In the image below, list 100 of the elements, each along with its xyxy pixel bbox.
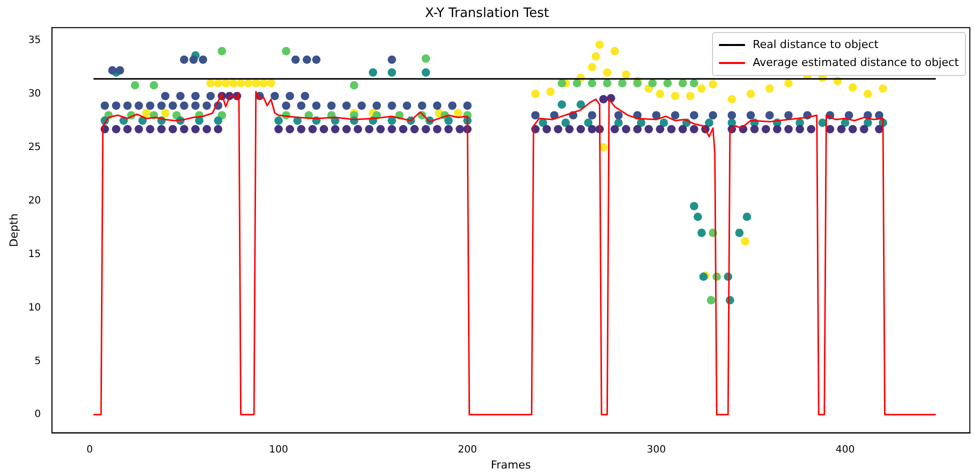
point	[690, 111, 698, 120]
point	[418, 101, 426, 110]
point	[342, 101, 351, 110]
point	[112, 101, 120, 110]
y-tick-label: 30	[28, 88, 41, 100]
point	[878, 84, 888, 93]
point	[282, 46, 290, 56]
point	[214, 78, 222, 88]
point	[572, 78, 582, 88]
point	[123, 101, 132, 110]
point	[690, 202, 698, 210]
point	[558, 100, 566, 109]
point	[444, 116, 453, 125]
point	[116, 66, 124, 75]
point	[100, 101, 110, 110]
chart-title: X-Y Translation Test	[424, 6, 550, 22]
x-tick-label: 200	[458, 444, 477, 456]
point	[191, 92, 200, 100]
point	[422, 54, 430, 63]
point	[690, 78, 698, 88]
point	[706, 296, 716, 304]
point	[592, 52, 600, 61]
point	[742, 212, 752, 222]
legend-label: Average estimated distance to object	[752, 56, 959, 70]
point	[214, 116, 222, 125]
point	[206, 78, 215, 88]
point	[161, 92, 170, 100]
point	[454, 108, 462, 118]
point	[350, 81, 358, 90]
point	[652, 111, 660, 120]
point	[189, 55, 198, 64]
y-tick-label: 15	[28, 248, 41, 260]
point	[146, 101, 154, 110]
point	[402, 101, 412, 110]
point	[206, 92, 215, 100]
point	[678, 78, 687, 88]
point	[622, 70, 630, 79]
y-tick-label: 0	[34, 409, 41, 420]
point	[130, 81, 140, 90]
point	[614, 118, 623, 127]
point	[576, 100, 585, 109]
point	[588, 62, 596, 72]
point	[388, 116, 396, 125]
point	[728, 111, 736, 120]
y-tick-label: 20	[28, 195, 41, 206]
y-tick-label: 5	[34, 356, 41, 367]
point	[874, 111, 884, 120]
point	[602, 78, 612, 88]
point	[161, 108, 170, 118]
point	[708, 80, 718, 88]
point	[368, 68, 378, 77]
point	[312, 101, 321, 110]
point	[236, 78, 245, 88]
point	[142, 108, 151, 118]
point	[422, 68, 430, 77]
point	[848, 83, 857, 92]
point	[327, 101, 336, 110]
point	[180, 101, 188, 110]
point	[765, 111, 774, 120]
point	[180, 55, 188, 64]
point	[595, 40, 604, 49]
point	[357, 101, 366, 110]
point	[270, 92, 279, 100]
x-tick-label: 100	[269, 444, 288, 456]
point	[746, 111, 755, 120]
point	[670, 92, 680, 100]
point	[195, 116, 204, 125]
point	[656, 90, 664, 98]
point	[150, 81, 158, 90]
point	[108, 66, 117, 75]
point	[229, 78, 238, 88]
point	[697, 84, 706, 93]
point	[218, 46, 226, 56]
point	[610, 46, 619, 56]
point	[202, 101, 211, 110]
legend-label: Real distance to object	[752, 38, 878, 52]
y-tick-label: 35	[28, 35, 41, 46]
x-tick-label: 300	[646, 444, 666, 456]
point	[168, 101, 177, 110]
point	[546, 88, 555, 96]
point	[697, 228, 706, 238]
point	[312, 55, 321, 64]
point	[388, 55, 396, 64]
point	[198, 55, 208, 64]
point	[844, 111, 854, 120]
point	[297, 101, 306, 110]
point	[660, 118, 668, 127]
y-tick-label: 25	[28, 142, 41, 153]
point	[818, 118, 827, 127]
point	[266, 78, 276, 88]
point	[372, 101, 381, 110]
point	[176, 92, 185, 100]
point	[252, 78, 260, 88]
point	[561, 118, 570, 127]
point	[259, 78, 268, 88]
point	[291, 55, 300, 64]
point	[157, 101, 166, 110]
point	[388, 101, 396, 110]
point	[221, 78, 230, 88]
point	[433, 101, 442, 110]
